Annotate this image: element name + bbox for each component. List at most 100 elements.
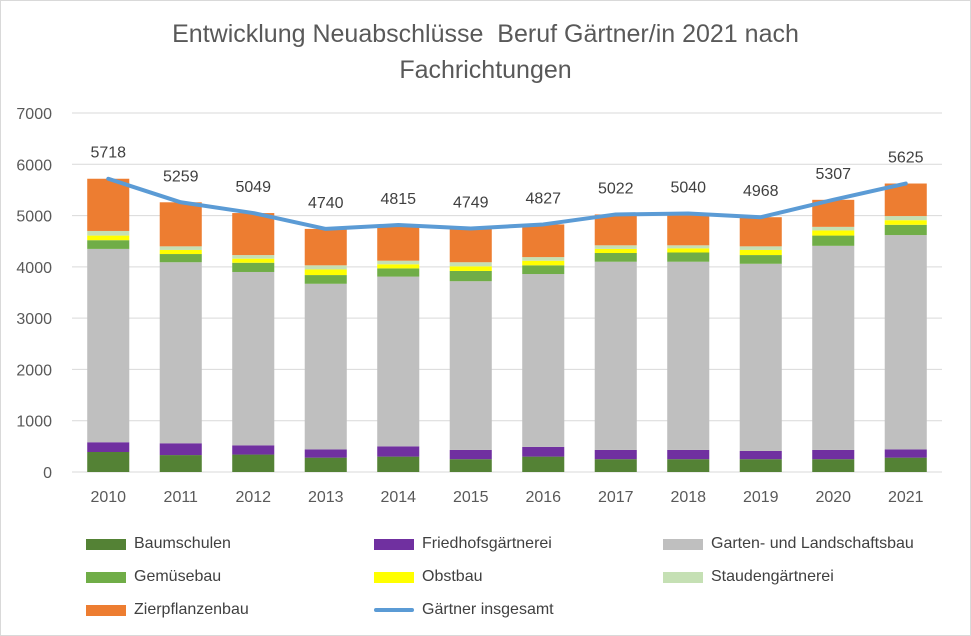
bar-segment-baumschulen-2010 [87, 451, 130, 472]
bar-segment-zierpflanzenbau-2015 [449, 228, 492, 263]
bar-segment-garten-und-landschaftsbau-2011 [159, 262, 202, 444]
x-tick-label: 2019 [743, 489, 779, 506]
bar-segment-gem-sebau-2019 [739, 255, 782, 264]
data-label: 5259 [163, 168, 199, 185]
bar-segment-friedhofsg-rtnerei-2010 [87, 442, 130, 452]
x-tick-label: 2020 [815, 489, 851, 506]
y-tick-label: 6000 [16, 157, 52, 174]
bar-segment-friedhofsg-rtnerei-2016 [522, 446, 565, 457]
bar-segment-obstbau-2020 [812, 230, 855, 236]
bar-segment-friedhofsg-rtnerei-2019 [739, 450, 782, 460]
x-tick-label: 2010 [90, 489, 126, 506]
line-gaertner-insgesamt [106, 176, 908, 231]
bar-segment-obstbau-2013 [304, 269, 347, 276]
bar-segment-gem-sebau-2012 [232, 262, 275, 272]
bar-segment-gem-sebau-2010 [87, 240, 130, 249]
bar-segment-gem-sebau-2015 [449, 270, 492, 282]
bar-segment-zierpflanzenbau-2018 [667, 213, 710, 246]
bar-segment-friedhofsg-rtnerei-2018 [667, 449, 710, 460]
data-label: 5718 [90, 145, 126, 162]
bar-segment-garten-und-landschaftsbau-2019 [739, 263, 782, 451]
bar-segment-baumschulen-2014 [377, 456, 420, 472]
x-tick-label: 2013 [308, 489, 344, 506]
bar-segment-staudeng-rtnerei-2017 [594, 245, 637, 249]
bar-segment-garten-und-landschaftsbau-2018 [667, 261, 710, 450]
bar-segment-baumschulen-2021 [884, 457, 927, 472]
bar-segment-obstbau-2014 [377, 264, 420, 269]
bar-segment-zierpflanzenbau-2021 [884, 183, 927, 217]
bar-segment-staudeng-rtnerei-2010 [87, 230, 130, 236]
data-label: 5022 [598, 180, 634, 197]
bar-segment-baumschulen-2013 [304, 457, 347, 472]
bar-segment-gem-sebau-2013 [304, 275, 347, 284]
x-tick-label: 2018 [670, 489, 706, 506]
bar-segment-garten-und-landschaftsbau-2016 [522, 274, 565, 447]
bar-segment-baumschulen-2012 [232, 454, 275, 472]
bar-segment-zierpflanzenbau-2010 [87, 178, 130, 231]
bar-segment-zierpflanzenbau-2019 [739, 217, 782, 247]
bar-segment-friedhofsg-rtnerei-2013 [304, 449, 347, 458]
x-tick-label: 2011 [164, 489, 199, 506]
data-label: 5040 [670, 180, 706, 197]
bar-segment-staudeng-rtnerei-2014 [377, 260, 420, 265]
bar-segment-gem-sebau-2016 [522, 265, 565, 275]
bar-segment-friedhofsg-rtnerei-2015 [449, 449, 492, 460]
x-tick-label: 2012 [235, 489, 271, 506]
bar-segment-friedhofsg-rtnerei-2011 [159, 443, 202, 456]
bar-segment-obstbau-2019 [739, 249, 782, 256]
bar-segment-staudeng-rtnerei-2016 [522, 257, 565, 261]
bar-segment-friedhofsg-rtnerei-2017 [594, 449, 637, 460]
bar-segment-obstbau-2012 [232, 258, 275, 263]
data-label: 4968 [743, 183, 779, 200]
bar-segment-gem-sebau-2018 [667, 252, 710, 262]
bar-segment-zierpflanzenbau-2014 [377, 225, 420, 261]
data-label: 5049 [235, 179, 271, 196]
bar-segment-staudeng-rtnerei-2018 [667, 245, 710, 249]
bar-segment-staudeng-rtnerei-2019 [739, 246, 782, 250]
y-tick-label: 2000 [16, 362, 52, 379]
bar-segment-baumschulen-2018 [667, 459, 710, 472]
bar-segment-obstbau-2011 [159, 249, 202, 255]
bar-segment-obstbau-2018 [667, 248, 710, 253]
bar-segment-obstbau-2010 [87, 235, 130, 241]
bar-segment-garten-und-landschaftsbau-2021 [884, 235, 927, 450]
y-tick-label: 4000 [16, 260, 52, 277]
y-tick-label: 3000 [16, 311, 52, 328]
bar-segment-zierpflanzenbau-2016 [522, 224, 565, 258]
bar-segment-garten-und-landschaftsbau-2014 [377, 276, 420, 447]
data-label: 4749 [453, 194, 489, 211]
bar-segment-zierpflanzenbau-2017 [594, 214, 637, 246]
bar-segment-garten-und-landschaftsbau-2010 [87, 248, 130, 443]
chart-title: Entwicklung Neuabschlüsse Beruf Gärtner/… [0, 16, 971, 88]
bar-segment-gem-sebau-2011 [159, 254, 202, 263]
bar-segment-garten-und-landschaftsbau-2017 [594, 261, 637, 450]
data-label: 4740 [308, 195, 344, 212]
bar-segment-baumschulen-2016 [522, 456, 565, 472]
bar-segment-gem-sebau-2021 [884, 224, 927, 236]
bar-segment-baumschulen-2017 [594, 459, 637, 472]
bar-segment-obstbau-2015 [449, 266, 492, 271]
bar-segment-zierpflanzenbau-2011 [159, 202, 202, 247]
bar-segment-friedhofsg-rtnerei-2020 [812, 449, 855, 460]
bar-segment-obstbau-2017 [594, 248, 637, 254]
bar-segment-garten-und-landschaftsbau-2012 [232, 271, 275, 446]
bar-segment-staudeng-rtnerei-2011 [159, 246, 202, 250]
bar-segment-gem-sebau-2014 [377, 268, 420, 277]
bar-segment-zierpflanzenbau-2012 [232, 213, 275, 256]
bar-segment-obstbau-2021 [884, 220, 927, 225]
y-tick-label: 5000 [16, 209, 52, 226]
x-tick-label: 2016 [525, 489, 561, 506]
bar-segment-garten-und-landschaftsbau-2015 [449, 281, 492, 450]
bar-segment-staudeng-rtnerei-2012 [232, 255, 275, 259]
bar-segment-friedhofsg-rtnerei-2021 [884, 449, 927, 458]
data-label: 5625 [888, 150, 924, 167]
chart-title-line-2: Fachrichtungen [399, 56, 572, 84]
x-tick-label: 2021 [888, 489, 924, 506]
bar-segment-staudeng-rtnerei-2020 [812, 226, 855, 231]
bar-segment-staudeng-rtnerei-2015 [449, 262, 492, 267]
bar-segment-baumschulen-2015 [449, 459, 492, 472]
y-tick-label: 1000 [16, 414, 52, 431]
bar-segment-baumschulen-2011 [159, 455, 202, 472]
bar-segment-zierpflanzenbau-2013 [304, 228, 347, 266]
